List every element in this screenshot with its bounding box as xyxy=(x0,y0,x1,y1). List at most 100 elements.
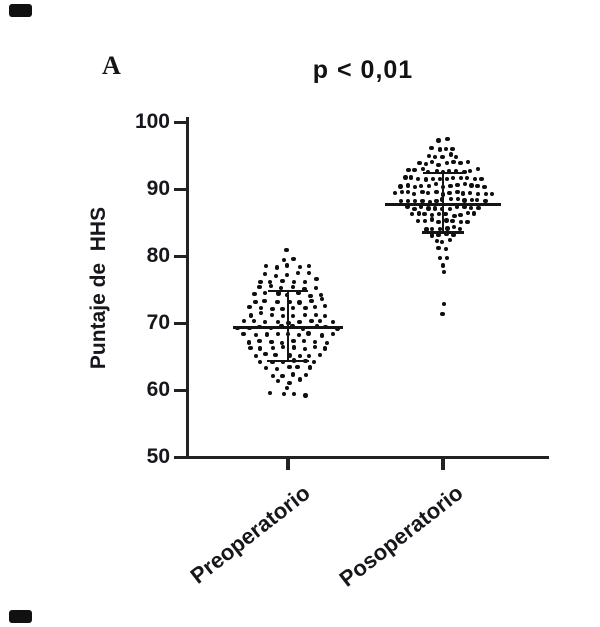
data-point xyxy=(296,290,301,295)
data-point xyxy=(278,286,284,291)
y-tick-mark xyxy=(174,254,187,258)
data-point xyxy=(444,176,450,181)
data-point xyxy=(297,319,302,324)
data-point xyxy=(453,169,459,174)
data-point xyxy=(297,377,303,382)
data-point xyxy=(281,257,287,263)
data-point xyxy=(434,239,440,244)
data-point xyxy=(253,300,258,305)
data-point xyxy=(462,182,468,187)
data-point xyxy=(436,211,441,216)
x-axis-line xyxy=(185,455,549,459)
y-tick-mark xyxy=(174,321,187,325)
data-point xyxy=(280,306,285,311)
data-point xyxy=(458,220,464,225)
mean-line xyxy=(385,202,501,207)
data-point xyxy=(291,391,296,396)
data-point xyxy=(441,270,447,275)
data-point xyxy=(476,205,481,210)
data-point xyxy=(455,182,460,188)
data-point xyxy=(291,305,296,311)
data-point xyxy=(420,189,425,195)
data-point xyxy=(413,198,418,204)
data-point xyxy=(467,169,473,174)
data-point xyxy=(287,299,292,305)
data-point xyxy=(290,372,295,377)
data-point xyxy=(263,351,268,356)
data-point xyxy=(479,176,484,182)
data-point xyxy=(258,346,263,351)
data-point xyxy=(418,183,424,188)
data-point xyxy=(267,391,273,396)
data-point xyxy=(424,161,429,167)
data-point xyxy=(284,386,290,391)
data-point xyxy=(392,191,398,196)
y-tick-label: 70 xyxy=(146,311,170,334)
x-category-label: Posoperatorio xyxy=(334,480,468,592)
data-point xyxy=(444,218,449,223)
data-point xyxy=(269,340,274,345)
data-point xyxy=(287,353,292,358)
data-point xyxy=(466,210,471,215)
data-point xyxy=(483,191,488,196)
data-point xyxy=(398,199,404,204)
data-point xyxy=(290,285,296,290)
data-point xyxy=(257,338,262,343)
data-point xyxy=(252,291,257,296)
data-point xyxy=(469,197,474,202)
data-point xyxy=(452,213,457,218)
data-point xyxy=(460,191,466,196)
data-point xyxy=(312,344,318,350)
data-point xyxy=(409,211,415,217)
data-point xyxy=(274,367,280,372)
data-point xyxy=(465,219,470,224)
data-point xyxy=(445,137,450,142)
data-point xyxy=(280,373,285,379)
data-point xyxy=(438,176,443,181)
data-point xyxy=(318,293,324,298)
data-point xyxy=(398,184,403,189)
data-point xyxy=(264,332,270,337)
data-point xyxy=(434,198,439,203)
data-point xyxy=(448,197,454,202)
data-point xyxy=(319,333,325,338)
data-point xyxy=(426,184,432,189)
data-point xyxy=(458,161,463,166)
y-tick-label: 90 xyxy=(146,177,170,200)
data-point xyxy=(258,310,264,315)
data-point xyxy=(427,199,433,204)
data-point xyxy=(434,182,439,187)
data-point xyxy=(436,219,441,224)
data-point xyxy=(436,232,441,237)
data-point xyxy=(287,380,292,385)
data-point xyxy=(450,175,456,181)
data-point xyxy=(312,359,317,365)
data-point xyxy=(455,205,460,210)
data-point xyxy=(330,320,336,325)
data-point xyxy=(412,184,417,189)
data-point xyxy=(263,365,269,371)
data-point xyxy=(319,297,325,302)
data-point xyxy=(426,206,431,211)
data-point xyxy=(448,152,453,157)
data-point xyxy=(454,154,459,159)
data-point xyxy=(307,365,313,370)
data-point xyxy=(302,313,308,318)
data-point xyxy=(436,246,441,251)
data-point xyxy=(269,283,274,288)
data-point xyxy=(425,190,431,196)
data-point xyxy=(313,313,319,318)
y-tick-label: 100 xyxy=(134,110,170,133)
data-point xyxy=(297,300,302,305)
data-point xyxy=(440,154,445,159)
data-point xyxy=(302,346,308,352)
data-point xyxy=(276,319,281,324)
data-point xyxy=(430,217,435,222)
data-point xyxy=(241,331,246,336)
data-point xyxy=(270,307,275,312)
data-point xyxy=(312,340,317,345)
data-point xyxy=(317,319,323,324)
sd-cap-top xyxy=(423,171,463,175)
data-point xyxy=(458,213,463,218)
data-point xyxy=(420,199,425,204)
